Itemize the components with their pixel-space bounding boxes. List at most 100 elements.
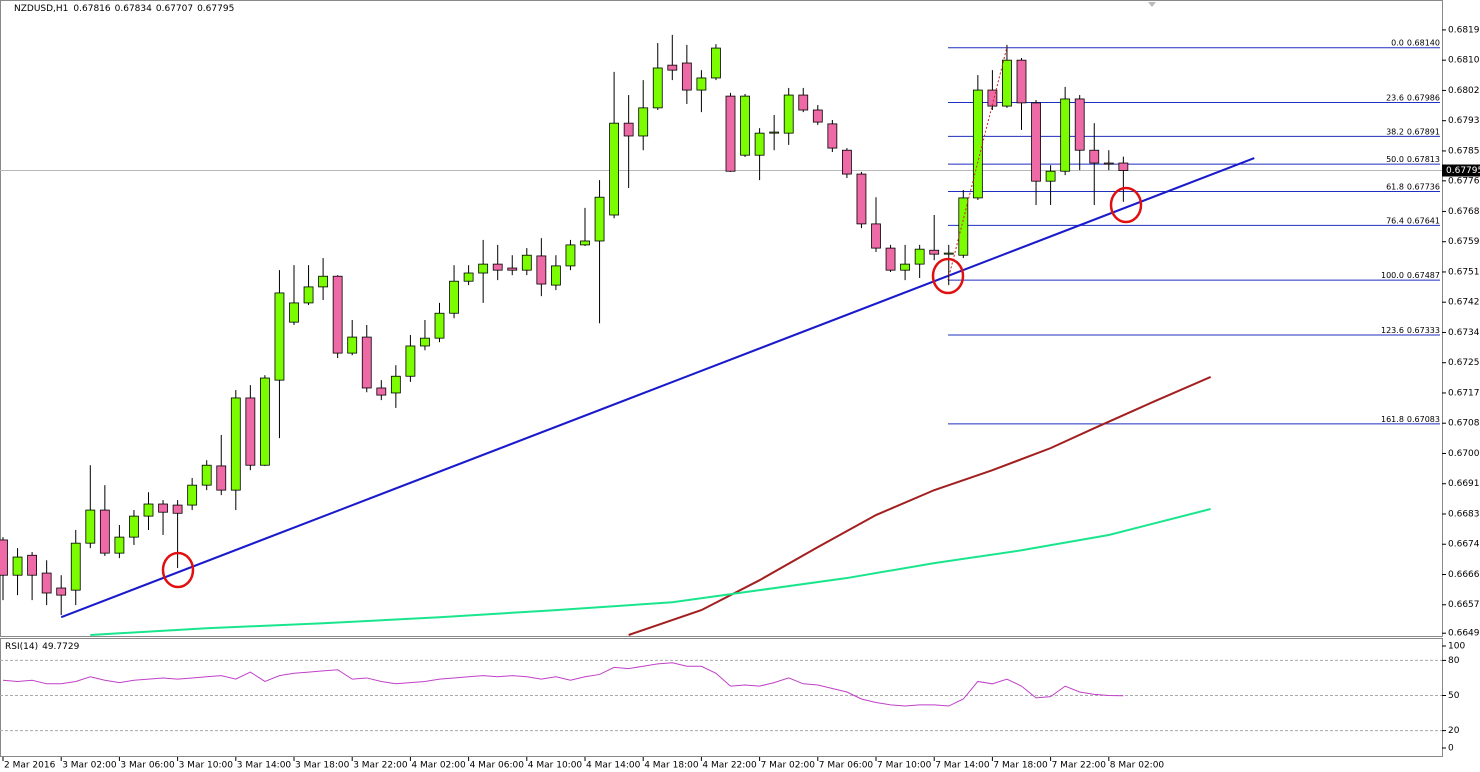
- x-tick-label: 2 Mar 2016: [4, 761, 56, 771]
- candle-body: [638, 107, 649, 137]
- circle-marker: [161, 551, 195, 589]
- fib-price: 0.67083: [1407, 414, 1440, 423]
- y-tick-label: 100: [1448, 642, 1465, 652]
- fib-label: 50.0 0.67813: [1386, 155, 1440, 164]
- candle-body: [245, 397, 256, 466]
- candle-body: [274, 292, 285, 381]
- candle-body: [1031, 102, 1041, 182]
- candle-body: [1074, 98, 1085, 151]
- fib-price: 0.67986: [1407, 93, 1440, 102]
- candle-body: [521, 254, 532, 271]
- y-tick-label: 0.66915: [1448, 479, 1480, 489]
- x-tick-label: 7 Mar 10:00: [877, 761, 932, 771]
- candle-body: [41, 572, 52, 594]
- y-tick-label: 0.67255: [1448, 358, 1480, 368]
- fib-label: 123.6 0.67333: [1381, 325, 1440, 334]
- fib-ratio: 50.0: [1386, 155, 1404, 164]
- candle-body: [856, 173, 867, 225]
- header: NZDUSD,H1 0.67816 0.67834 0.67707 0.67795: [14, 4, 234, 14]
- candle-body: [958, 197, 969, 256]
- y-tick-label: 20: [1448, 726, 1460, 736]
- candle-body: [332, 275, 343, 354]
- candle-body: [143, 503, 154, 517]
- x-tick-label: 3 Mar 10:00: [179, 761, 234, 771]
- candle-body: [216, 465, 227, 491]
- fib-label: 0.0 0.68140: [1391, 38, 1440, 47]
- header-close: 0.67795: [197, 4, 234, 14]
- candle-body: [565, 244, 576, 267]
- candle-body: [376, 387, 387, 396]
- fib-label: 23.6 0.67986: [1386, 93, 1440, 102]
- fib-ratio: 76.4: [1386, 216, 1404, 225]
- circle-marker: [931, 257, 965, 295]
- candle-body: [158, 503, 168, 513]
- y-tick-label: 0.67766: [1448, 176, 1480, 186]
- x-tick-label: 7 Mar 14:00: [935, 761, 990, 771]
- candle-body: [827, 123, 838, 149]
- rsi-header: RSI(14) 49.7729: [5, 642, 80, 652]
- candle-body: [652, 67, 663, 109]
- candle-body: [361, 336, 372, 389]
- candle-body: [667, 64, 678, 71]
- y-tick-label: 0.67935: [1448, 116, 1480, 126]
- fib-anchor-line: [947, 46, 1008, 281]
- fib-ratio: 38.2: [1386, 127, 1404, 136]
- x-tick-label: 4 Mar 10:00: [528, 761, 583, 771]
- fib-label: 61.8 0.67736: [1386, 182, 1440, 191]
- y-tick-label: 50: [1448, 691, 1460, 701]
- candle-body: [740, 95, 750, 156]
- x-tick-label: 7 Mar 22:00: [1052, 761, 1107, 771]
- candle-body: [783, 94, 794, 134]
- candle-body: [1045, 170, 1056, 182]
- candle-body: [1060, 98, 1071, 172]
- y-tick-label: 0.68105: [1448, 56, 1480, 66]
- header-open: 0.67816: [73, 4, 110, 14]
- rsi-title: RSI(14): [5, 642, 38, 652]
- candle-body: [798, 94, 809, 111]
- candle-body: [885, 247, 896, 271]
- rsi-value: 49.7729: [42, 642, 79, 652]
- rsi-panel-frame: [0, 638, 1443, 757]
- current-price-label: 0.67795: [1446, 166, 1480, 176]
- y-tick-label: 0.67425: [1448, 298, 1480, 308]
- annotation-circles: [161, 186, 1143, 589]
- candle-body: [987, 89, 998, 107]
- candle-body: [390, 375, 401, 394]
- current-price-box: [1442, 164, 1480, 177]
- candle-body: [754, 132, 765, 156]
- symbol: NZDUSD,H1: [14, 4, 68, 14]
- y-tick-label: 0.66745: [1448, 540, 1480, 550]
- scroll-marker: [1148, 2, 1156, 7]
- fib-price: 0.67641: [1407, 216, 1440, 225]
- candle-body: [725, 95, 736, 172]
- trendline: [60, 157, 1255, 619]
- candle-body: [1002, 59, 1012, 107]
- candle-body: [259, 377, 270, 466]
- fib-label: 76.4 0.67641: [1386, 216, 1440, 225]
- candle-body: [230, 397, 241, 491]
- candle-body: [580, 240, 590, 246]
- candle-body: [12, 556, 23, 576]
- x-tick-label: 3 Mar 14:00: [237, 761, 292, 771]
- x-tick-label: 3 Mar 06:00: [120, 761, 175, 771]
- candle-body: [420, 337, 430, 347]
- candle-body: [609, 122, 619, 216]
- candle-body: [187, 484, 198, 506]
- candle-body: [56, 587, 67, 596]
- candle-body: [27, 554, 38, 576]
- candle-body: [711, 47, 721, 79]
- x-tick-label: 3 Mar 22:00: [353, 761, 408, 771]
- candle-body: [594, 196, 605, 242]
- candle-body: [943, 252, 954, 255]
- candle-body: [478, 263, 489, 274]
- candle-body: [1103, 162, 1114, 165]
- candle-body: [449, 280, 459, 314]
- fib-ratio: 161.8: [1381, 414, 1404, 423]
- candle-body: [812, 109, 823, 123]
- fib-label: 161.8 0.67083: [1381, 414, 1440, 423]
- candle-body: [681, 62, 692, 91]
